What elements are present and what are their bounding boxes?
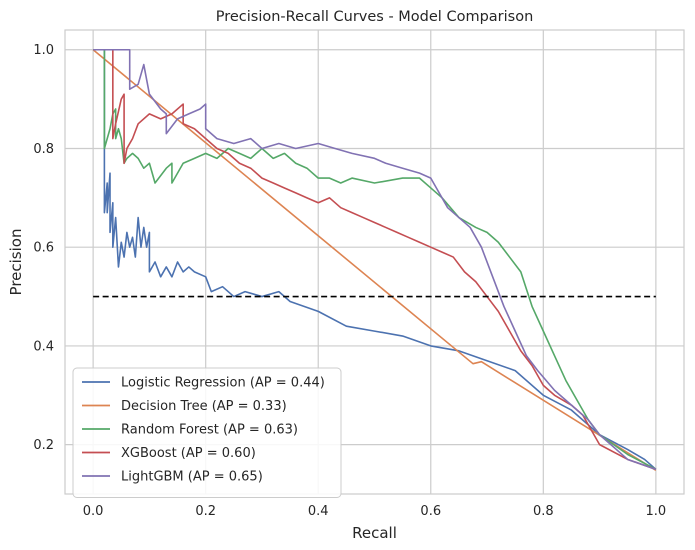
legend-box [72, 367, 342, 498]
plot-frame [64, 29, 685, 495]
y-tick-label: 0.6 [33, 241, 54, 256]
chart-title: Precision-Recall Curves - Model Comparis… [216, 9, 534, 25]
x-tick-label: 0.2 [195, 504, 216, 519]
legend-entry: Decision Tree (AP = 0.33) [121, 399, 287, 414]
y-axis-label: Precision [7, 229, 25, 296]
legend: Logistic Regression (AP = 0.44) Decision … [72, 367, 342, 498]
y-tick-label: 0.4 [33, 339, 54, 354]
y-tick-label: 0.8 [33, 142, 54, 157]
tick-labels: 0.0 0.2 0.4 0.6 0.8 1.0 0.2 0.4 0.6 0.8 1.0 [33, 43, 666, 519]
series-line-3 [93, 48, 657, 471]
y-tick-label: 1.0 [33, 43, 54, 58]
curves [92, 48, 657, 471]
series-line-1 [92, 49, 657, 471]
legend-entry: Logistic Regression (AP = 0.44) [121, 376, 325, 391]
legend-entry: LightGBM (AP = 0.65) [121, 470, 263, 485]
x-tick-label: 0.4 [308, 504, 329, 519]
x-axis-label: Recall [352, 524, 397, 542]
series-line-0 [93, 48, 657, 470]
x-tick-label: 0.8 [533, 504, 554, 519]
legend-entry: Random Forest (AP = 0.63) [121, 423, 298, 438]
x-tick-label: 0.0 [83, 504, 104, 519]
x-tick-label: 1.0 [646, 504, 667, 519]
legend-entry: XGBoost (AP = 0.60) [121, 446, 256, 461]
series-line-4 [93, 48, 657, 471]
x-tick-label: 0.6 [420, 504, 441, 519]
y-tick-label: 0.2 [33, 438, 54, 453]
